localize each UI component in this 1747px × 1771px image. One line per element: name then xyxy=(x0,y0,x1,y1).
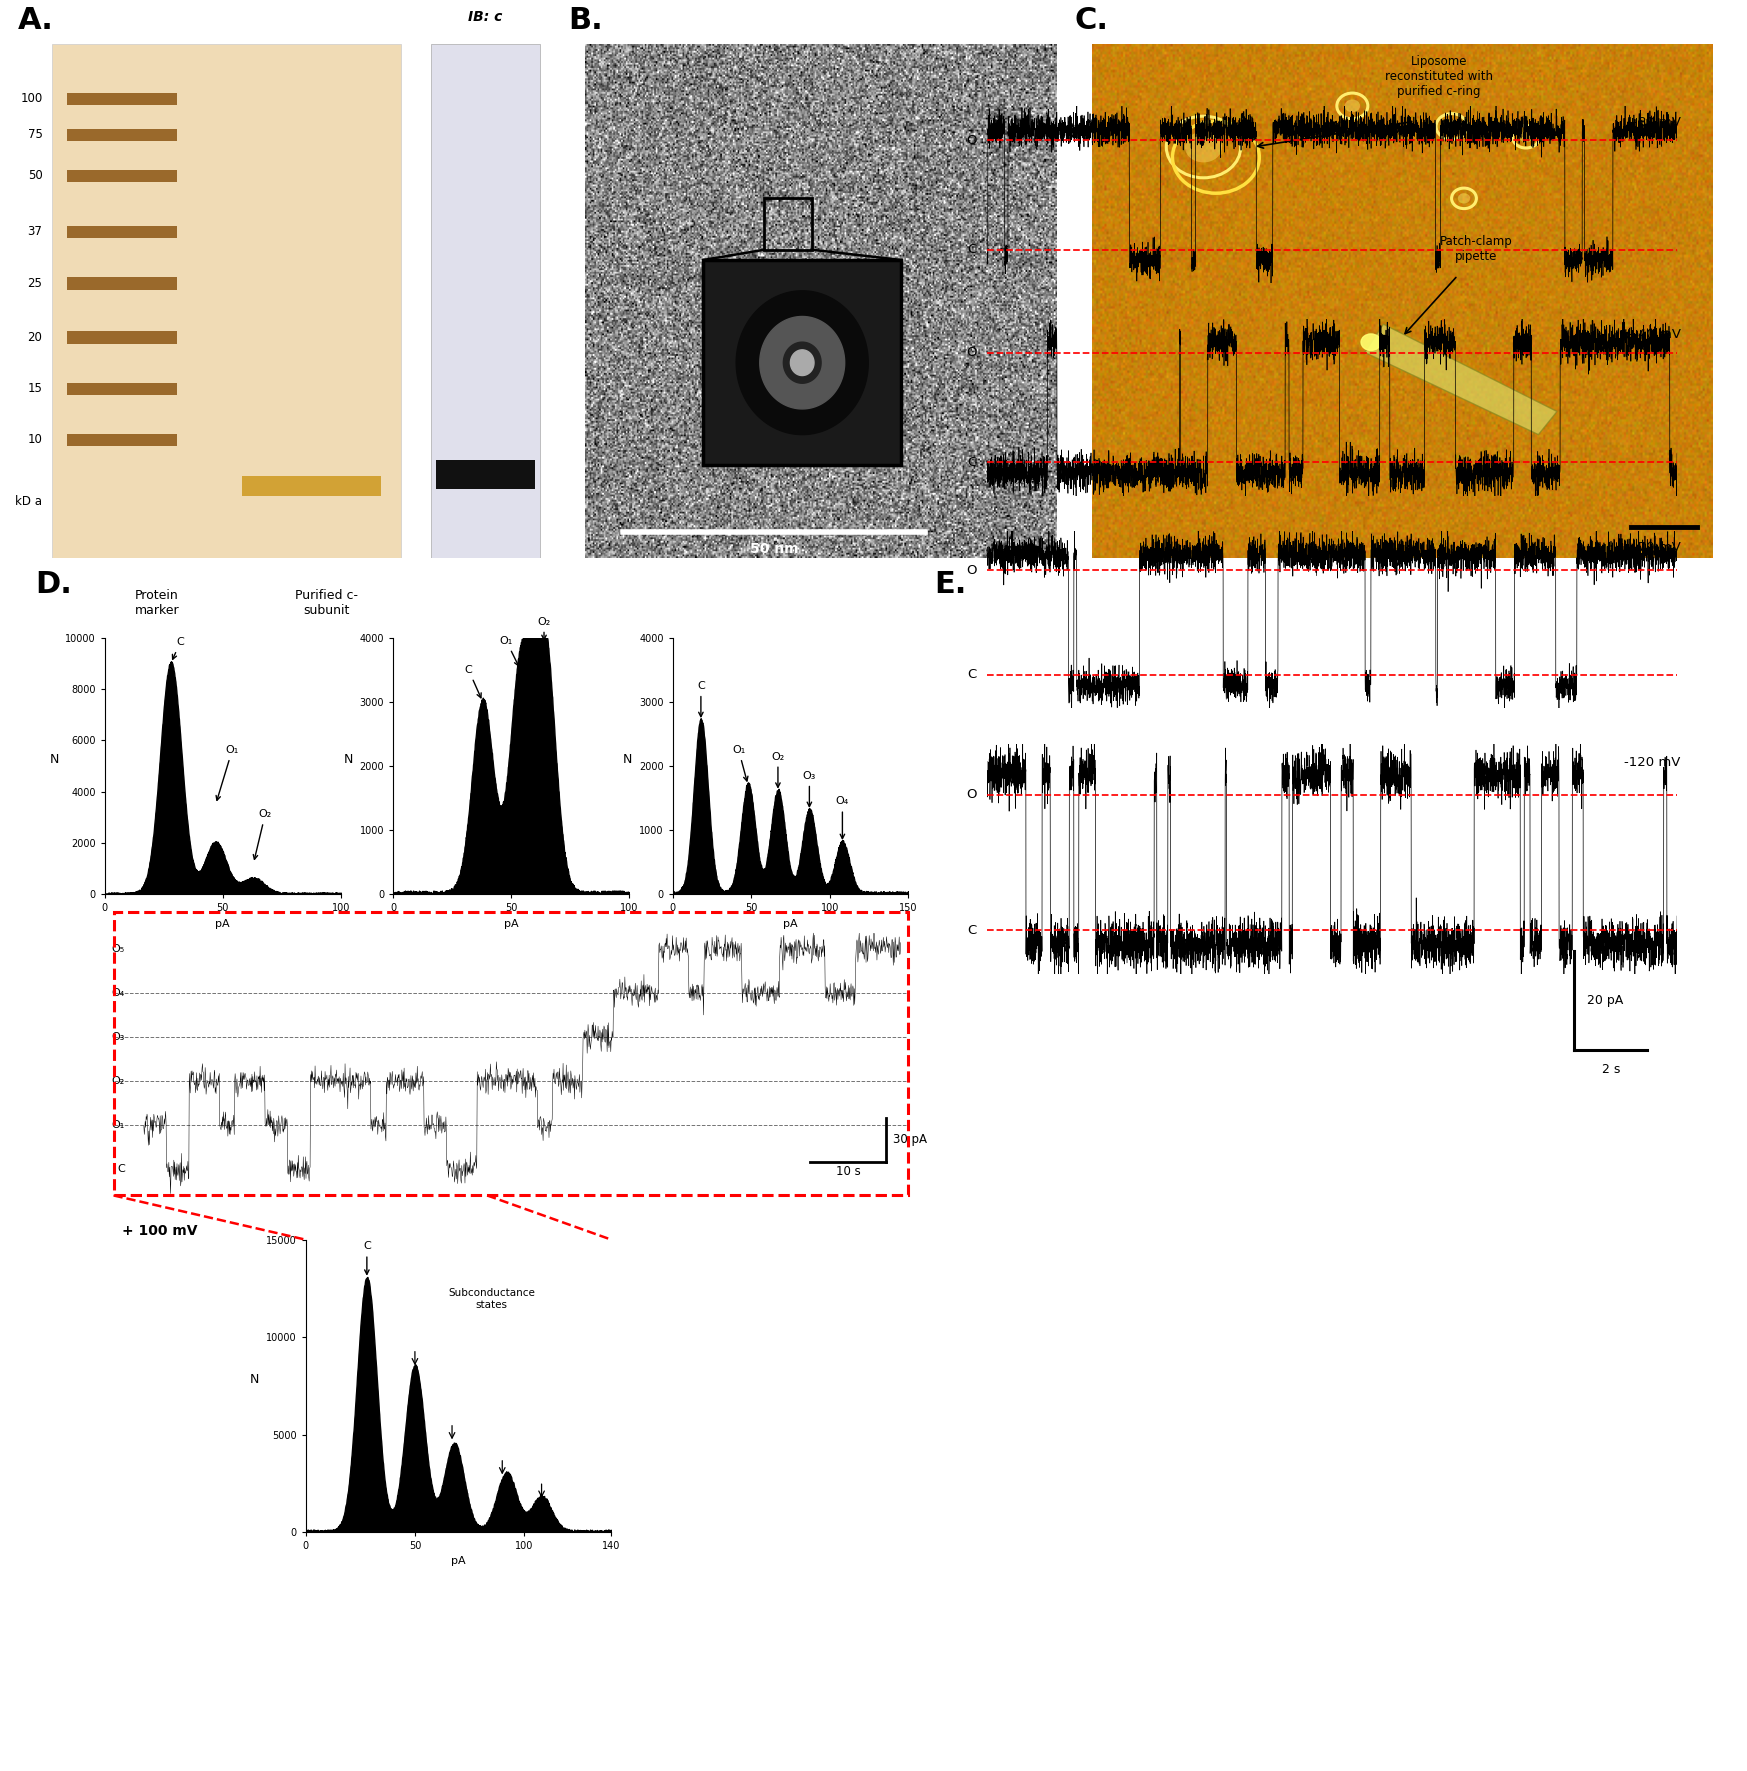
Y-axis label: N: N xyxy=(344,753,353,765)
Text: E.: E. xyxy=(935,570,968,599)
Text: Patch-clamp
pipette: Patch-clamp pipette xyxy=(1440,234,1513,262)
Text: 25: 25 xyxy=(28,276,42,290)
Text: O: O xyxy=(966,788,977,800)
Text: 15: 15 xyxy=(28,383,42,395)
Bar xyxy=(68,278,176,290)
Text: C: C xyxy=(968,668,977,682)
Text: C: C xyxy=(363,1241,370,1275)
Text: O: O xyxy=(966,563,977,577)
Text: O₂: O₂ xyxy=(112,1077,126,1086)
Text: +40 mV: +40 mV xyxy=(1626,328,1681,342)
Text: D.: D. xyxy=(35,570,72,599)
Circle shape xyxy=(1457,193,1471,204)
Text: C: C xyxy=(465,664,480,698)
Polygon shape xyxy=(783,342,821,383)
Text: C: C xyxy=(117,1164,126,1174)
Text: O₄: O₄ xyxy=(112,988,126,997)
Polygon shape xyxy=(760,317,844,409)
Text: Protein
marker: Protein marker xyxy=(135,588,180,616)
Text: O₂: O₂ xyxy=(253,809,273,859)
Text: O₁: O₁ xyxy=(217,746,239,800)
Text: O₃: O₃ xyxy=(112,1032,126,1041)
Text: C: C xyxy=(697,680,704,717)
Text: -120 mV: -120 mV xyxy=(1625,756,1681,769)
Text: 10 s: 10 s xyxy=(835,1165,860,1178)
Text: C: C xyxy=(968,923,977,937)
Circle shape xyxy=(1184,131,1223,163)
Y-axis label: N: N xyxy=(624,753,632,765)
Text: Liposome
reconstituted with
purified c-ring: Liposome reconstituted with purified c-r… xyxy=(1385,55,1494,97)
Text: 30 pA: 30 pA xyxy=(893,1133,928,1146)
Text: 75: 75 xyxy=(28,128,42,140)
Text: Subconductance
states: Subconductance states xyxy=(447,1288,535,1311)
Text: Purified c-
subunit: Purified c- subunit xyxy=(295,588,358,616)
Bar xyxy=(68,383,176,395)
X-axis label: pA: pA xyxy=(215,919,231,930)
X-axis label: pA: pA xyxy=(503,919,519,930)
Text: +80 mV: +80 mV xyxy=(1626,115,1681,129)
Circle shape xyxy=(1520,131,1532,142)
Text: B.: B. xyxy=(568,7,603,35)
Polygon shape xyxy=(735,290,868,434)
Text: -70 mV: -70 mV xyxy=(1633,540,1681,554)
Bar xyxy=(68,92,176,104)
Bar xyxy=(435,460,535,489)
Text: A.: A. xyxy=(17,7,54,35)
Text: O: O xyxy=(966,133,977,147)
Text: IB: c: IB: c xyxy=(468,9,503,23)
Text: 20 pA: 20 pA xyxy=(1586,994,1623,1008)
Bar xyxy=(432,44,540,558)
Text: O₃: O₃ xyxy=(802,770,816,806)
X-axis label: pA: pA xyxy=(783,919,798,930)
Circle shape xyxy=(1443,120,1459,133)
Text: 37: 37 xyxy=(28,225,42,239)
Text: + 100 mV: + 100 mV xyxy=(122,1224,197,1238)
Bar xyxy=(114,912,908,1195)
Y-axis label: N: N xyxy=(250,1373,260,1385)
Bar xyxy=(765,198,812,250)
Bar xyxy=(68,129,176,142)
Text: 20: 20 xyxy=(28,331,42,344)
Text: C: C xyxy=(173,638,183,659)
Text: kD a: kD a xyxy=(16,494,42,508)
Bar xyxy=(68,227,176,239)
Polygon shape xyxy=(790,351,814,375)
Bar xyxy=(68,331,176,344)
Bar xyxy=(68,170,176,182)
Text: O₂: O₂ xyxy=(772,751,784,788)
Text: 50 nm: 50 nm xyxy=(749,542,798,556)
Text: 2 s: 2 s xyxy=(1602,1063,1619,1075)
Text: O₁: O₁ xyxy=(112,1119,126,1130)
Text: C: C xyxy=(968,455,977,469)
Text: O₂: O₂ xyxy=(538,616,550,639)
Circle shape xyxy=(1345,99,1361,112)
Text: O₅: O₅ xyxy=(112,944,126,955)
Circle shape xyxy=(1361,335,1380,351)
Text: O₁: O₁ xyxy=(500,636,519,666)
Y-axis label: N: N xyxy=(49,753,59,765)
Text: O: O xyxy=(966,345,977,360)
X-axis label: pA: pA xyxy=(451,1557,466,1567)
Text: O₄: O₄ xyxy=(835,797,849,839)
Bar xyxy=(52,44,400,558)
Bar xyxy=(702,260,901,466)
Bar xyxy=(68,434,176,446)
Text: C: C xyxy=(968,243,977,257)
Text: 50: 50 xyxy=(28,168,42,182)
Polygon shape xyxy=(1364,324,1557,434)
Text: 10: 10 xyxy=(28,434,42,446)
Text: O₁: O₁ xyxy=(732,746,748,781)
Text: C.: C. xyxy=(1074,7,1108,35)
Bar xyxy=(241,476,381,496)
Text: 100: 100 xyxy=(21,92,42,104)
